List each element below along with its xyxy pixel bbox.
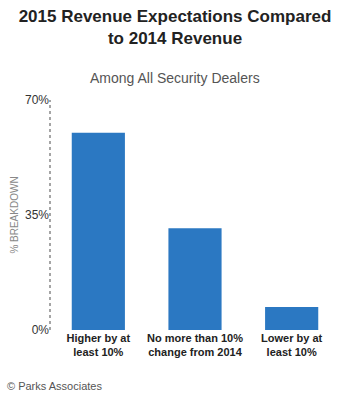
- svg-text:No more than 10%change from 20: No more than 10%change from 2014: [147, 332, 243, 358]
- svg-text:0%: 0%: [32, 323, 50, 337]
- svg-text:Lower by atleast 10%: Lower by atleast 10%: [261, 332, 322, 358]
- svg-text:© Parks Associates: © Parks Associates: [7, 380, 102, 392]
- svg-text:70%: 70%: [25, 93, 49, 107]
- svg-text:% BREAKDOWN: % BREAKDOWN: [9, 176, 20, 253]
- svg-text:Among All Security Dealers: Among All Security Dealers: [90, 70, 260, 86]
- svg-text:35%: 35%: [25, 208, 49, 222]
- svg-text:2015 Revenue Expectations Comp: 2015 Revenue Expectations Comparedto 201…: [19, 7, 332, 48]
- svg-text:Higher by atleast 10%: Higher by atleast 10%: [67, 332, 131, 358]
